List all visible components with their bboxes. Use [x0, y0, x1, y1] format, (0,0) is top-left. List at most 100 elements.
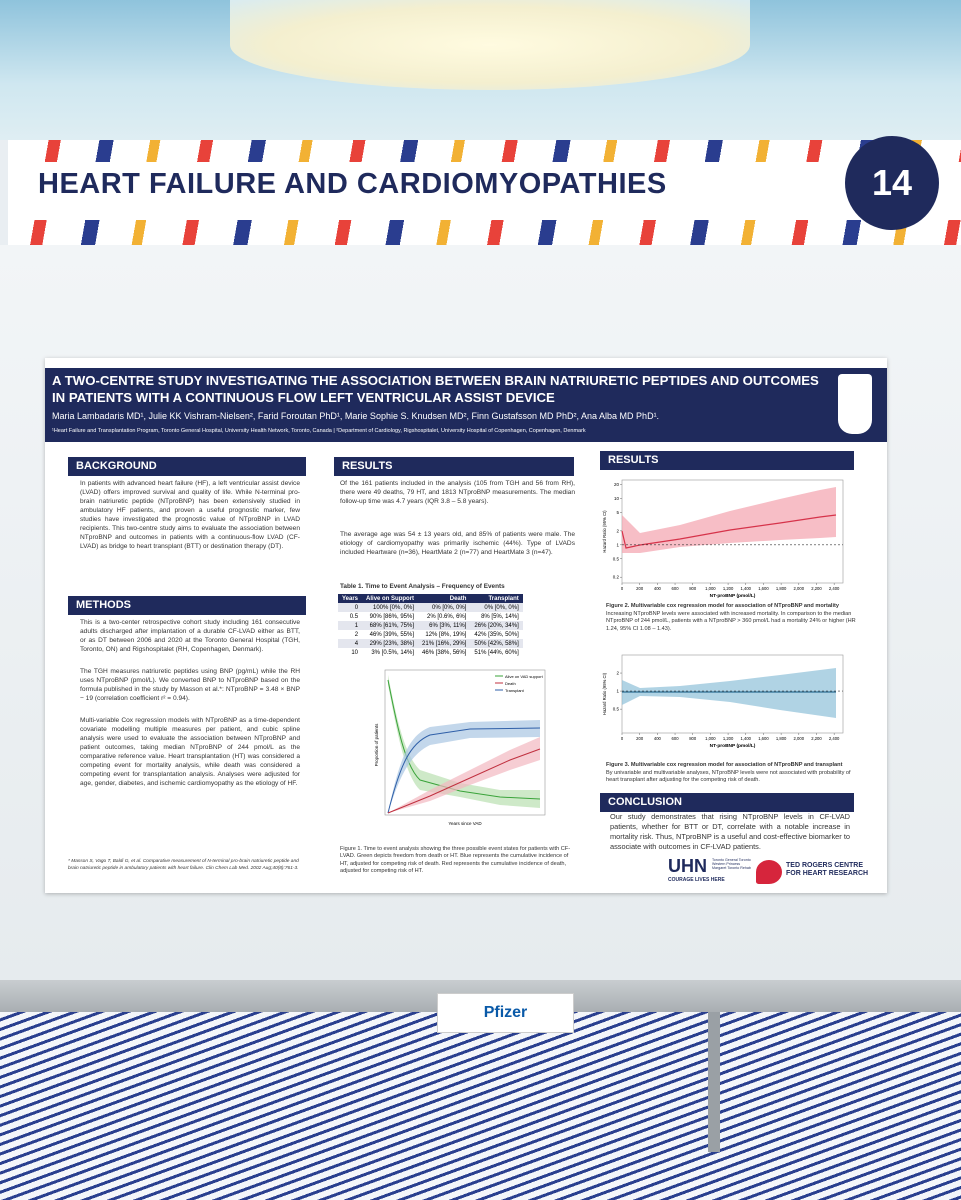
band-transplant	[388, 720, 540, 813]
figure-1: Alive on VAD support Death Transplant Pr…	[374, 669, 546, 826]
results-bullet: The average age was 54 ± 13 years old, a…	[340, 531, 575, 556]
table-cell: 2	[354, 631, 359, 638]
table-row: 10 3% [0.5%, 14%] 46% [38%, 56%] 51% [44%, …	[338, 648, 523, 657]
x-tick-label: 400	[654, 736, 662, 741]
x-tick-label: 1,800	[776, 736, 787, 741]
x-tick-label: 1,000	[705, 736, 716, 741]
table-caption: Table 1. Time to Event Analysis – Freque…	[340, 583, 505, 590]
sponsor: Pfizer	[437, 993, 574, 1033]
table-cell: 68% [61%, 75%]	[362, 621, 419, 630]
methods-text: This is a two-center retrospective cohor…	[80, 619, 300, 653]
results-bullet: Of the 161 patients included in the anal…	[340, 480, 575, 505]
table-cell: 12% [8%, 19%]	[425, 631, 467, 638]
table-cell: 51% [44%, 60%]	[474, 649, 519, 656]
y-tick-label: 5	[616, 510, 619, 515]
y-axis-label: Hazard Ratio (95% CI)	[602, 510, 607, 553]
x-axis-label: Years since VAD	[448, 821, 482, 826]
poster-authors: Maria Lambadaris MD¹, Julie KK Vishram-N…	[52, 411, 660, 421]
methods-text: Multi-variable Cox regression models wit…	[80, 717, 300, 787]
x-axis-label: NT-proBNP (pmol/L)	[710, 593, 756, 599]
figure-caption: Figure 2. Multivariable cox regression m…	[606, 603, 840, 609]
y-tick-label: 2	[616, 528, 619, 533]
ted-logo: TED ROGERS CENTRE FOR HEART RESEARCH	[786, 862, 869, 877]
x-tick-label: 0	[621, 736, 624, 741]
x-axis-label: NT-proBNP (pmol/L)	[710, 743, 756, 749]
table-cell: 2% [0.6%, 6%]	[427, 613, 467, 620]
table-cell: 6% [3%, 11%]	[418, 621, 471, 630]
x-tick-label: 2,000	[794, 586, 805, 591]
table-cell: 1	[338, 621, 363, 630]
x-tick-label: 0	[621, 586, 624, 591]
band-alive	[388, 675, 540, 808]
table-cell: 0	[338, 603, 363, 612]
table-header-cell: Years	[338, 594, 363, 603]
ci-band	[622, 487, 836, 553]
x-tick-label: 2,000	[794, 736, 805, 741]
x-tick-label: 1,000	[705, 586, 716, 591]
y-tick-label: 10	[614, 496, 620, 501]
line-transplant	[387, 727, 541, 814]
table-header-cell: Transplant	[470, 594, 523, 603]
x-tick-label: 1,200	[723, 586, 734, 591]
y-tick-label: 20	[614, 482, 620, 487]
x-tick-label: 1,600	[758, 586, 769, 591]
plot-frame	[384, 669, 546, 816]
section-heading: CONCLUSION	[600, 793, 854, 812]
x-tick-label: 400	[654, 586, 662, 591]
figure-caption: Figure 1. Time to event analysis showing…	[340, 846, 571, 875]
table-header-cell: Death	[418, 594, 471, 603]
x-tick-label: 600	[672, 586, 680, 591]
x-tick-label: 1,800	[776, 586, 787, 591]
x-tick-label: 600	[672, 736, 680, 741]
x-tick-label: 1,600	[758, 736, 769, 741]
table-header-row: Years Alive on Support Death Transplant	[338, 594, 523, 603]
table-cell: 29% [23%, 38%]	[362, 639, 419, 648]
x-tick-label: 2,400	[829, 736, 840, 741]
poster-header	[45, 368, 887, 442]
table-cell: 26% [20%, 34%]	[470, 621, 523, 630]
ci-band	[622, 668, 836, 718]
background-text: In patients with advanced heart failure …	[80, 480, 300, 550]
line-death	[387, 748, 541, 814]
poster-affiliations: ¹Heart Failure and Transplantation Progr…	[52, 428, 586, 434]
figure-caption: Figure 3. Multivariable cox regression m…	[606, 762, 843, 768]
table-cell: 42% [35%, 50%]	[474, 631, 519, 638]
x-tick-label: 800	[689, 586, 697, 591]
y-tick-label: 0.2	[613, 575, 620, 580]
crest	[838, 374, 872, 434]
section-heading: BACKGROUND	[68, 457, 306, 476]
section-heading: METHODS	[68, 596, 306, 615]
legend-label: Transplant	[505, 688, 525, 693]
x-tick-label: 1,400	[741, 586, 752, 591]
x-tick-label: 2,400	[829, 586, 840, 591]
table-cell: 3% [0.5%, 14%]	[371, 649, 415, 656]
conclusion-text: Our study demonstrates that rising NTpro…	[610, 812, 850, 851]
band-death	[388, 737, 540, 813]
x-tick-label: 1,400	[741, 736, 752, 741]
banner-band	[8, 162, 961, 220]
banner-title: HEART FAILURE AND CARDIOMYOPATHIES	[38, 168, 667, 200]
table-row: 0.5 90% [86%, 95%] 2% [0.6%, 6%] 8% [5%, 14…	[338, 612, 523, 621]
table-row: 2 46% [39%, 55%] 12% [8%, 19%] 42% [35%, 50…	[338, 630, 523, 639]
figure-3: 0.5 1 2 0 200 400 600 800 1,000 1,200 1,400 1,600 1,…	[602, 654, 844, 749]
x-tick-label: 200	[636, 736, 644, 741]
y-tick-label: 1	[616, 542, 619, 547]
table-cell: 0% [0%, 0%]	[470, 603, 523, 612]
table-cell: 100% [0%, 0%]	[362, 603, 419, 612]
figure-text: Increasing NTproBNP levels were associat…	[606, 611, 856, 632]
x-tick-label: 1,200	[723, 736, 734, 741]
carpet	[0, 1012, 961, 1200]
uhn-tagline: COURAGE LIVES HERE	[668, 877, 725, 883]
section-heading: RESULTS	[334, 457, 574, 476]
table-cell: 50% [42%, 58%]	[470, 639, 523, 648]
footnote: * Masson S, Vago T, Baldi G, et al. Comp…	[68, 859, 299, 872]
methods-text: The TGH measures natriuretic peptides us…	[80, 668, 300, 702]
table: Years Alive on Support Death Transplant 0 100…	[338, 594, 523, 657]
table-cell: 8% [5%, 14%]	[481, 613, 519, 620]
y-tick-label: 2	[616, 671, 619, 676]
table-cell: 0.5	[349, 613, 359, 620]
x-tick-label: 2,200	[811, 736, 822, 741]
section-heading: RESULTS	[600, 451, 854, 470]
figure-text: By univariable and multivariable analyse…	[606, 770, 851, 784]
